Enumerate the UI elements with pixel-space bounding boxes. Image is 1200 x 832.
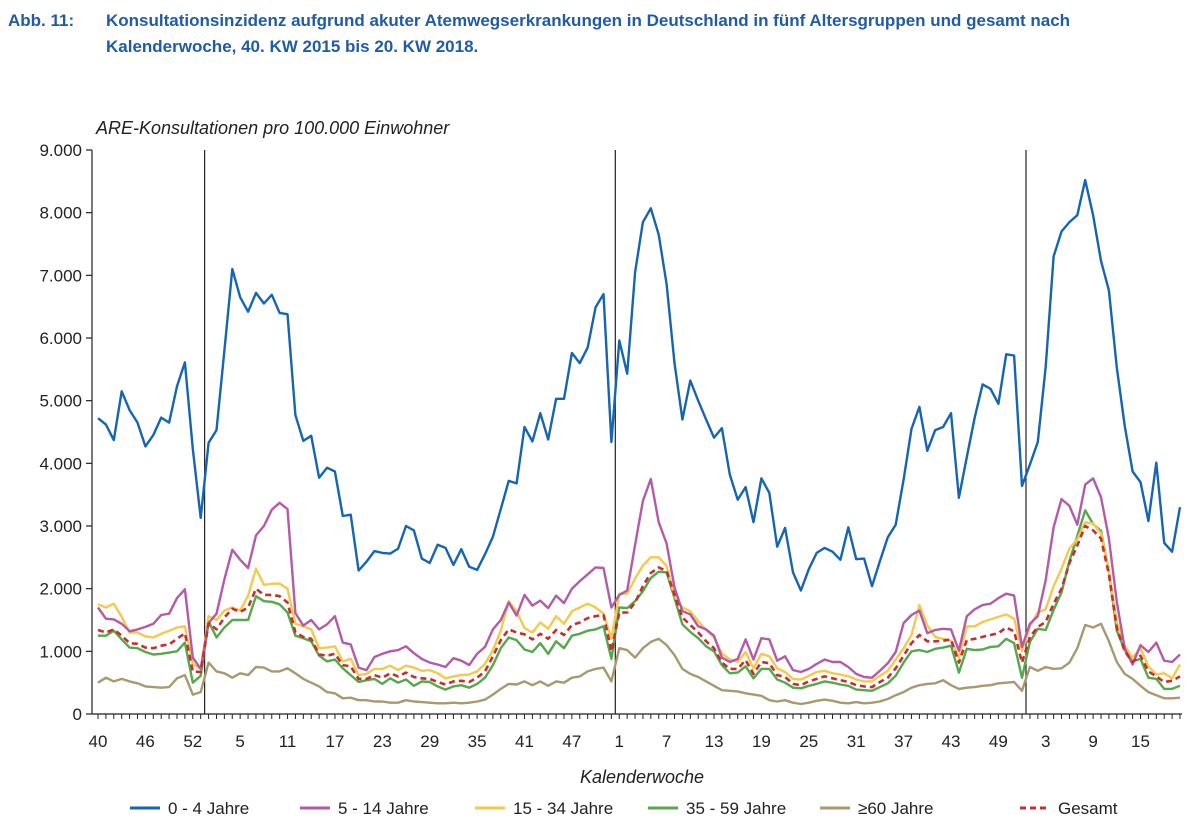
x-tick-label: 13 [705,732,724,751]
y-tick-label: 3.000 [39,517,82,536]
y-tick-label: 9.000 [39,141,82,160]
legend-label: ≥60 Jahre [858,799,934,818]
y-axis-title: ARE-Konsultationen pro 100.000 Einwohner [95,118,450,138]
x-tick-label: 25 [799,732,818,751]
figure-caption-label: Abb. 11: [8,11,75,30]
x-axis: 40 46 52 5 11 17 23 29 35 41 47 1 7 13 19 25 31 37 43 49 3 9 1… [89,713,1182,751]
y-tick-label: 4.000 [39,454,82,473]
x-tick-label: 17 [325,732,344,751]
y-tick-label: 8.000 [39,204,82,223]
x-tick-label: 41 [515,732,534,751]
y-tick-label: 0 [73,705,82,724]
x-tick-label: 31 [847,732,866,751]
legend-label: 35 - 59 Jahre [686,799,786,818]
x-tick-label: 1 [615,732,624,751]
x-tick-label: 52 [183,732,202,751]
series-line-4 [98,509,1181,692]
x-tick-label: 49 [989,732,1008,751]
legend-label: Gesamt [1058,799,1118,818]
x-tick-label: 23 [373,732,392,751]
x-tick-label: 35 [468,732,487,751]
figure-caption: Abb. 11: Konsultationsinzidenz aufgrund … [8,8,1192,60]
legend-label: 15 - 34 Jahre [513,799,613,818]
series-line-2 [97,477,1181,679]
series-line-3 [97,521,1182,683]
series-line-5 [97,622,1181,706]
x-tick-label: 15 [1131,732,1150,751]
x-axis-title: Kalenderwoche [580,767,704,787]
y-tick-label: 5.000 [39,392,82,411]
x-tick-label: 11 [279,732,297,751]
series-line-1 [97,178,1182,592]
x-tick-label: 7 [662,732,671,751]
x-tick-label: 40 [89,732,108,751]
y-tick-label: 2.000 [39,580,82,599]
plot-area [97,178,1182,706]
x-tick-label: 29 [420,732,439,751]
x-tick-label: 5 [235,732,244,751]
chart-legend: 0 - 4 Jahre 5 - 14 Jahre 15 - 34 Jahre 35 -… [130,799,1118,818]
x-tick-label: 43 [942,732,961,751]
x-tick-label: 37 [894,732,913,751]
legend-label: 0 - 4 Jahre [168,799,249,818]
y-tick-label: 7.000 [39,266,82,285]
legend-label: 5 - 14 Jahre [338,799,429,818]
x-tick-label: 3 [1041,732,1050,751]
x-tick-label: 9 [1088,732,1097,751]
x-tick-label: 19 [752,732,771,751]
y-axis-ticks: 0 1.000 2.000 3.000 4.000 5.000 6.000 7.000 8.00… [39,141,93,724]
series-line-6 [97,524,1181,689]
y-tick-label: 6.000 [39,329,82,348]
y-tick-label: 1.000 [39,642,82,661]
x-tick-label: 47 [562,732,581,751]
figure-caption-text: Konsultationsinzidenz aufgrund akuter At… [106,11,1071,56]
x-tick-label: 46 [136,732,155,751]
